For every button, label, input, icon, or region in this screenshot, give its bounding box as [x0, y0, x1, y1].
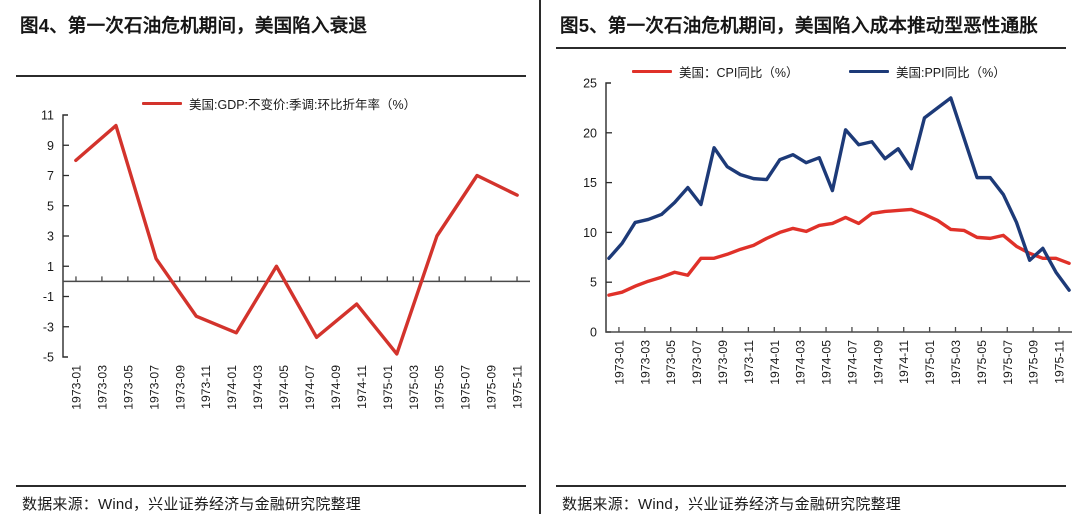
- y-tick-label: 3: [47, 230, 54, 244]
- y-tick-label: 20: [583, 127, 597, 141]
- legend-swatch-cpi: [632, 70, 672, 74]
- x-tick-label: 1973-01: [612, 340, 626, 385]
- right-figure-panel: 图5、第一次石油危机期间，美国陷入成本推动型恶性通胀 美国：CPI同比（%） 美…: [540, 0, 1080, 514]
- x-tick-label: 1973-07: [147, 365, 161, 410]
- x-tick-label: 1973-09: [716, 340, 730, 385]
- x-tick-label: 1974-07: [303, 365, 317, 410]
- x-tick-label: 1974-09: [871, 340, 885, 385]
- x-tick-label: 1974-05: [277, 365, 291, 410]
- y-tick-label: -1: [43, 290, 54, 304]
- x-tick-label: 1974-03: [794, 340, 808, 385]
- x-tick-label: 1974-01: [225, 365, 239, 410]
- y-tick-label: 10: [583, 226, 597, 240]
- y-tick-label: -3: [43, 321, 54, 335]
- right-chart-legend-ppi: 美国:PPI同比（%）: [849, 62, 1006, 81]
- left-title-rule: [16, 75, 526, 78]
- legend-swatch-ppi: [849, 70, 889, 74]
- left-chart-legend: 美国:GDP:不变价:季调:环比折年率（%）: [142, 94, 416, 113]
- x-tick-label: 1975-01: [923, 340, 937, 385]
- right-footer: 数据来源：Wind，兴业证券经济与金融研究院整理: [556, 485, 1066, 514]
- legend-label-gdp: 美国:GDP:不变价:季调:环比折年率（%）: [189, 98, 417, 113]
- y-tick-label: 5: [590, 276, 597, 290]
- x-tick-label: 1973-07: [690, 340, 704, 385]
- series-line: [607, 208, 1071, 298]
- x-tick-label: 1974-01: [768, 340, 782, 385]
- x-tick-label: 1975-09: [485, 365, 499, 410]
- x-tick-label: 1973-01: [69, 365, 83, 410]
- right-source-text: 数据来源：Wind，兴业证券经济与金融研究院整理: [562, 496, 901, 513]
- right-chart-legend-cpi: 美国：CPI同比（%）: [632, 62, 798, 81]
- x-tick-label: 1975-11: [511, 365, 525, 409]
- y-tick-label: -5: [43, 351, 54, 365]
- left-footer: 数据来源：Wind，兴业证券经济与金融研究院整理: [16, 485, 526, 514]
- series-line: [74, 124, 519, 356]
- x-tick-label: 1975-11: [1053, 340, 1067, 384]
- y-tick-label: 0: [590, 326, 597, 340]
- right-chart-area: 美国：CPI同比（%） 美国:PPI同比（%） 0 5 10 15 20 25 1973-0…: [556, 49, 1072, 485]
- x-tick-label: 1975-09: [1027, 340, 1041, 385]
- legend-swatch-gdp: [142, 102, 182, 106]
- y-tick-label: 5: [47, 200, 54, 214]
- left-panel-title: 图4、第一次石油危机期间，美国陷入衰退: [20, 15, 368, 36]
- x-tick-label: 1975-07: [459, 365, 473, 410]
- left-footer-rule: [16, 485, 526, 487]
- series-line: [607, 96, 1071, 293]
- left-line-chart: 11 9 7 5 3 1 -1 -3 -5 1973-01 1973-03 1973-05 1973-0…: [41, 109, 530, 410]
- left-chart-area: 美国:GDP:不变价:季调:环比折年率（%） 11 9 7 5 3 1 -1 -3 -5 1973…: [16, 77, 530, 485]
- y-tick-label: 7: [47, 169, 54, 183]
- x-tick-label: 1975-01: [381, 365, 395, 410]
- y-tick-label: 11: [41, 109, 54, 123]
- x-tick-label: 1973-05: [664, 340, 678, 385]
- left-source-text: 数据来源：Wind，兴业证券经济与金融研究院整理: [22, 496, 361, 513]
- x-tick-label: 1974-05: [820, 340, 834, 385]
- y-tick-label: 9: [47, 139, 54, 153]
- x-tick-label: 1975-07: [1001, 340, 1015, 385]
- x-tick-label: 1974-09: [329, 365, 343, 410]
- panel-divider: [539, 0, 541, 514]
- legend-label-cpi: 美国：CPI同比（%）: [679, 66, 799, 81]
- y-tick-label: 25: [583, 77, 597, 91]
- x-tick-label: 1974-07: [845, 340, 859, 385]
- x-tick-label: 1973-11: [199, 365, 213, 409]
- x-tick-label: 1973-03: [95, 365, 109, 410]
- x-tick-label: 1974-11: [355, 365, 369, 409]
- x-tick-label: 1973-05: [121, 365, 135, 410]
- left-figure-panel: 图4、第一次石油危机期间，美国陷入衰退 美国:GDP:不变价:季调:环比折年率（…: [16, 15, 530, 514]
- right-panel-title: 图5、第一次石油危机期间，美国陷入成本推动型恶性通胀: [560, 15, 1038, 36]
- x-tick-label: 1973-03: [638, 340, 652, 385]
- x-tick-label: 1975-03: [407, 365, 421, 410]
- legend-label-ppi: 美国:PPI同比（%）: [896, 66, 1006, 81]
- x-tick-label: 1973-09: [173, 365, 187, 410]
- right-title-rule: [556, 47, 1066, 50]
- x-tick-label: 1975-05: [975, 340, 989, 385]
- x-tick-label: 1975-05: [433, 365, 447, 410]
- y-tick-label: 1: [47, 260, 54, 274]
- y-tick-label: 15: [583, 176, 597, 190]
- x-tick-label: 1974-03: [251, 365, 265, 410]
- x-tick-label: 1975-03: [949, 340, 963, 385]
- x-tick-label: 1973-11: [742, 340, 756, 384]
- x-tick-label: 1974-11: [897, 340, 911, 384]
- right-footer-rule: [556, 485, 1066, 487]
- right-line-chart: 0 5 10 15 20 25 1973-01 1973-03 1973-05 1973-07 19…: [583, 77, 1072, 385]
